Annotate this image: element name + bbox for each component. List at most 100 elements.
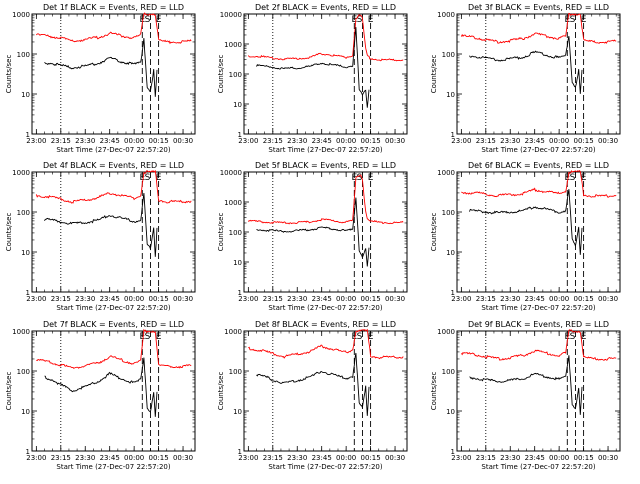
series-line-lld bbox=[247, 14, 404, 62]
y-tick-label: 1 bbox=[451, 448, 455, 456]
x-tick-label: 00:15 bbox=[574, 295, 594, 303]
x-tick-label: 23:30 bbox=[75, 137, 95, 145]
y-tick-label: 10 bbox=[21, 408, 30, 416]
y-axis-label: Counts/sec bbox=[5, 372, 13, 411]
plot-frame bbox=[243, 330, 408, 452]
y-tick-label: 100 bbox=[17, 51, 30, 59]
marker-letter: E bbox=[564, 332, 570, 342]
y-tick-label: 100 bbox=[17, 368, 30, 376]
x-axis-label: Start Time (27-Dec-07 22:57:20) bbox=[268, 146, 382, 154]
x-tick-label: 23:15 bbox=[263, 137, 283, 145]
panel-det-6: Det 6f BLACK = Events, RED = LLD 1 10 100 10… bbox=[430, 161, 621, 312]
y-tick-label: 1 bbox=[26, 131, 30, 139]
y-tick-label: 1000 bbox=[12, 169, 30, 177]
y-tick-label: 100 bbox=[17, 209, 30, 217]
series-line-lld bbox=[35, 169, 192, 204]
marker-letter: E bbox=[351, 173, 357, 183]
y-tick-label: 100 bbox=[442, 368, 455, 376]
x-tick-label: 23:30 bbox=[500, 295, 520, 303]
x-tick-label: 00:15 bbox=[361, 137, 381, 145]
x-tick-label: 00:15 bbox=[149, 295, 169, 303]
y-tick-label: 1 bbox=[26, 448, 30, 456]
y-tick-label: 1 bbox=[451, 289, 455, 297]
x-tick-label: 00:30 bbox=[598, 295, 618, 303]
x-tick-label: 00:15 bbox=[361, 454, 381, 462]
marker-letter: E bbox=[139, 173, 145, 183]
y-tick-label: 1000 bbox=[12, 11, 30, 19]
x-tick-label: 23:30 bbox=[75, 295, 95, 303]
x-tick-label: 00:00 bbox=[336, 454, 356, 462]
panel-title: Det 4f BLACK = Events, RED = LLD bbox=[43, 161, 184, 170]
series-line-lld bbox=[35, 12, 192, 45]
y-tick-label: 100 bbox=[229, 229, 242, 237]
x-tick-label: 00:00 bbox=[124, 454, 144, 462]
plot-frame bbox=[243, 13, 408, 135]
x-tick-label: 23:45 bbox=[525, 295, 545, 303]
plot-frame bbox=[31, 13, 196, 135]
x-tick-label: 23:45 bbox=[525, 137, 545, 145]
x-tick-label: 23:00 bbox=[26, 295, 46, 303]
x-tick-label: 00:00 bbox=[124, 137, 144, 145]
panel-title: Det 5f BLACK = Events, RED = LLD bbox=[255, 161, 396, 170]
x-tick-label: 23:00 bbox=[238, 454, 258, 462]
x-tick-label: 00:00 bbox=[549, 295, 569, 303]
marker-letter: E bbox=[581, 332, 587, 342]
marker-letter: E bbox=[351, 332, 357, 342]
y-axis-label: Counts/sec bbox=[430, 372, 438, 411]
y-tick-label: 1 bbox=[451, 131, 455, 139]
marker-letter: E bbox=[156, 173, 162, 183]
x-tick-label: 23:30 bbox=[287, 295, 307, 303]
marker-letter: E bbox=[156, 15, 162, 25]
series-line-lld bbox=[461, 169, 617, 198]
x-tick-label: 00:30 bbox=[385, 295, 405, 303]
panel-title: Det 2f BLACK = Events, RED = LLD bbox=[255, 3, 396, 12]
x-tick-label: 00:00 bbox=[336, 137, 356, 145]
marker-letter: E bbox=[368, 173, 374, 183]
y-tick-label: 100 bbox=[442, 51, 455, 59]
x-axis-label: Start Time (27-Dec-07 22:57:20) bbox=[268, 304, 382, 312]
panel-title: Det 9f BLACK = Events, RED = LLD bbox=[468, 320, 609, 329]
plot-frame bbox=[456, 13, 621, 135]
x-tick-label: 23:15 bbox=[263, 295, 283, 303]
x-tick-label: 00:30 bbox=[173, 137, 193, 145]
y-tick-label: 10 bbox=[233, 259, 242, 267]
y-tick-label: 1 bbox=[238, 448, 242, 456]
x-tick-label: 23:30 bbox=[500, 454, 520, 462]
marker-letter: E bbox=[564, 173, 570, 183]
x-tick-label: 23:15 bbox=[476, 295, 496, 303]
panel-det-5: Det 5f BLACK = Events, RED = LLD 1 10 100 10… bbox=[217, 161, 408, 312]
y-tick-label: 10 bbox=[233, 408, 242, 416]
panel-det-2: Det 2f BLACK = Events, RED = LLD 1 10 100 10… bbox=[217, 3, 408, 154]
x-tick-label: 23:30 bbox=[75, 454, 95, 462]
y-tick-label: 10000 bbox=[220, 169, 242, 177]
y-tick-label: 100 bbox=[442, 209, 455, 217]
panel-det-1: Det 1f BLACK = Events, RED = LLD 1 10 100 10… bbox=[5, 3, 196, 154]
x-tick-label: 23:45 bbox=[312, 295, 332, 303]
marker-letter: E bbox=[139, 332, 145, 342]
x-tick-label: 00:15 bbox=[149, 454, 169, 462]
x-tick-label: 00:30 bbox=[598, 454, 618, 462]
marker-letter: S bbox=[357, 173, 363, 183]
y-tick-label: 1 bbox=[238, 289, 242, 297]
x-tick-label: 23:15 bbox=[51, 295, 71, 303]
y-tick-label: 1000 bbox=[437, 328, 455, 336]
series-line-events bbox=[256, 352, 370, 416]
panel-det-7: Det 7f BLACK = Events, RED = LLD 1 10 100 10… bbox=[5, 320, 196, 471]
x-tick-label: 00:15 bbox=[574, 137, 594, 145]
y-tick-label: 1000 bbox=[437, 11, 455, 19]
marker-letter: S bbox=[145, 173, 151, 183]
plot-frame bbox=[31, 330, 196, 452]
x-tick-label: 23:30 bbox=[500, 137, 520, 145]
x-axis-label: Start Time (27-Dec-07 22:57:20) bbox=[481, 463, 595, 471]
x-tick-label: 23:00 bbox=[451, 137, 471, 145]
y-axis-label: Counts/sec bbox=[430, 213, 438, 252]
x-tick-label: 23:15 bbox=[476, 454, 496, 462]
x-tick-label: 00:00 bbox=[124, 295, 144, 303]
marker-letter: E bbox=[581, 173, 587, 183]
x-tick-label: 00:30 bbox=[385, 137, 405, 145]
panel-det-9: Det 9f BLACK = Events, RED = LLD 1 10 100 10… bbox=[430, 320, 621, 471]
x-axis-label: Start Time (27-Dec-07 22:57:20) bbox=[268, 463, 382, 471]
y-tick-label: 1000 bbox=[437, 169, 455, 177]
y-axis-label: Counts/sec bbox=[5, 213, 13, 252]
x-tick-label: 00:15 bbox=[361, 295, 381, 303]
